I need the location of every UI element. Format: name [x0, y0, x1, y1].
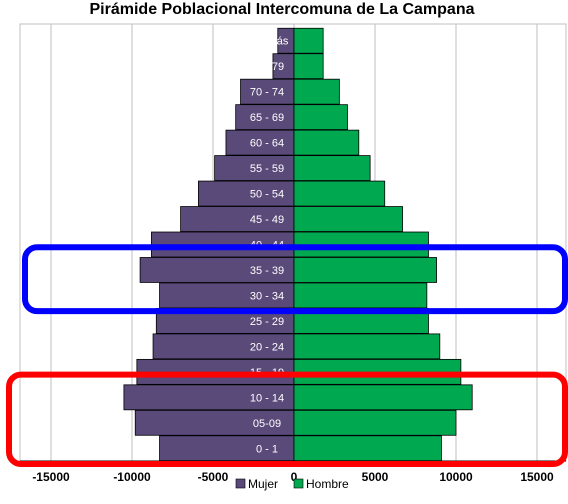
bar-mujer-2	[240, 78, 295, 105]
x-tick-label: -10000	[113, 470, 151, 484]
category-label: 80 - más	[246, 36, 289, 48]
bar-mujer-12	[152, 333, 295, 360]
bar-mujer-9	[139, 257, 295, 283]
x-tick-label: 5000	[362, 470, 389, 484]
category-label: 0 - 1	[256, 443, 278, 455]
category-label: 60 - 64	[250, 138, 284, 150]
category-label: 50 - 54	[250, 189, 284, 201]
category-label: 45 - 49	[250, 214, 284, 226]
bar-hombre-1	[293, 53, 324, 80]
bar-hombre-6	[293, 180, 386, 207]
bar-hombre-15	[293, 409, 457, 436]
bar-mujer-3	[235, 104, 295, 131]
bar-hombre-7	[293, 206, 403, 232]
category-label: 10 - 14	[250, 392, 284, 404]
highlight-boxes	[6, 244, 568, 467]
legend-label-hombre: Hombre	[306, 477, 349, 491]
category-label: 65 - 69	[250, 112, 284, 124]
bar-hombre-5	[293, 155, 371, 181]
bar-hombre-0	[293, 27, 324, 54]
bar-mujer-14	[123, 384, 295, 411]
category-label: 25 - 29	[250, 316, 284, 328]
bar-hombre-4	[293, 129, 360, 156]
bar-mujer-7	[180, 206, 295, 232]
bar-mujer-10	[159, 282, 295, 309]
legend-swatch-hombre	[293, 478, 304, 489]
bars-group	[123, 27, 473, 462]
bar-hombre-3	[293, 104, 348, 131]
bar-hombre-2	[293, 78, 340, 105]
category-label: 05-09	[253, 418, 281, 430]
x-tick-label: 0	[291, 470, 298, 484]
bar-hombre-14	[293, 384, 473, 411]
category-label: 75 - 79	[250, 61, 284, 73]
category-label: 30 - 34	[250, 290, 284, 302]
category-label: 35 - 39	[250, 265, 284, 277]
legend-swatch-mujer	[235, 478, 246, 489]
bar-hombre-10	[293, 282, 428, 309]
x-tick-label: -5000	[198, 470, 229, 484]
x-tick-label: -15000	[32, 470, 70, 484]
highlight-box-1	[6, 371, 568, 467]
category-label: 20 - 24	[250, 341, 284, 353]
highlight-box-0	[22, 244, 568, 315]
bar-mujer-5	[214, 155, 295, 181]
category-label: 55 - 59	[250, 163, 284, 175]
x-tick-labels: -15000 -10000 -5000 0 5000 10000 15000	[32, 470, 554, 484]
legend: Mujer Hombre	[235, 477, 349, 491]
category-label: 70 - 74	[250, 87, 284, 99]
x-tick-label: 10000	[439, 470, 473, 484]
chart-title: Pirámide Poblacional Intercomuna de La C…	[90, 1, 475, 18]
legend-label-mujer: Mujer	[248, 477, 278, 491]
bar-hombre-9	[293, 257, 437, 283]
bar-hombre-12	[293, 333, 441, 360]
x-tick-label: 15000	[520, 470, 554, 484]
bar-hombre-16	[293, 435, 442, 462]
